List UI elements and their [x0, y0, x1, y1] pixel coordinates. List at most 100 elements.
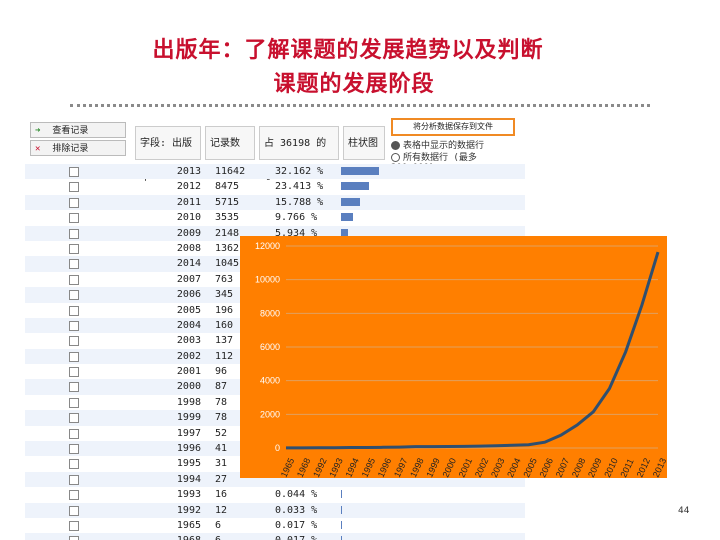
row-year: 2003 [176, 335, 201, 347]
radio-table-label: 表格中显示的数据行 [403, 141, 485, 151]
row-checkbox[interactable] [69, 367, 79, 378]
row-count: 160 [215, 319, 234, 331]
row-bar [341, 167, 380, 175]
radio-table-rows[interactable]: 表格中显示的数据行 [391, 138, 484, 151]
row-checkbox[interactable] [69, 397, 79, 408]
title-divider [70, 104, 650, 107]
row-year: 2000 [176, 381, 201, 393]
table-row: 1992 12 0.033 % [25, 502, 525, 518]
series-line [286, 251, 660, 450]
row-count: 763 [215, 273, 234, 285]
row-checkbox[interactable] [69, 382, 79, 393]
row-year: 1995 [176, 458, 201, 470]
table-row: 2013 11642 32.162 % [25, 164, 525, 180]
row-count: 16 [215, 489, 228, 501]
row-checkbox[interactable] [69, 520, 79, 531]
row-bar [341, 182, 369, 191]
row-year: 1992 [176, 504, 201, 516]
row-checkbox[interactable] [69, 413, 79, 424]
y-tick-label: 4000 [260, 376, 280, 386]
close-icon: ✕ [35, 144, 41, 154]
row-checkbox[interactable] [69, 243, 79, 254]
count-column-header[interactable]: 记录数 [205, 126, 255, 160]
table-row: 2005 196 [25, 303, 525, 318]
radio-unselected-icon [391, 153, 400, 162]
slide-title-line2: 课题的发展阶段 [273, 72, 435, 97]
view-records-label: 查看记录 [52, 126, 89, 136]
x-tick-label: 2002 [473, 456, 491, 478]
row-checkbox[interactable] [69, 213, 79, 224]
table-row: 1998 78 [25, 395, 525, 410]
row-count: 1045 [215, 258, 240, 270]
row-checkbox[interactable] [69, 290, 79, 301]
row-year: 2008 [176, 242, 201, 254]
row-count: 8475 [215, 181, 240, 193]
row-count: 2148 [215, 227, 240, 239]
view-records-button[interactable]: ➜ 查看记录 [30, 122, 126, 138]
row-count: 27 [215, 473, 228, 485]
x-tick-label: 2001 [457, 456, 475, 478]
row-checkbox[interactable] [69, 474, 79, 485]
row-year: 1998 [176, 396, 201, 408]
x-tick-label: 2006 [538, 456, 556, 478]
row-count: 12 [215, 504, 228, 516]
x-tick-label: 2005 [521, 456, 539, 478]
row-checkbox[interactable] [69, 505, 79, 516]
x-tick-label: 1999 [424, 456, 442, 478]
table-row: 2012 8475 23.413 % [25, 179, 525, 194]
percent-column-header[interactable]: 占 36198 的 % [259, 126, 339, 183]
row-checkbox[interactable] [69, 197, 79, 208]
row-count: 112 [215, 350, 234, 362]
row-checkbox[interactable] [69, 228, 79, 239]
row-percent: 0.033 % [275, 504, 318, 516]
table-row: 1995 31 [25, 456, 525, 471]
row-checkbox[interactable] [69, 536, 79, 540]
row-checkbox[interactable] [69, 305, 79, 316]
table-row: 2003 137 [25, 333, 525, 348]
row-checkbox[interactable] [69, 490, 79, 501]
arrow-right-icon: ➜ [35, 126, 41, 136]
row-count: 1362 [215, 242, 240, 254]
row-checkbox[interactable] [69, 428, 79, 439]
x-tick-label: 1995 [360, 456, 378, 478]
row-percent: 23.413 % [275, 181, 324, 193]
row-bar [341, 228, 349, 237]
exclude-records-label: 排除记录 [52, 144, 89, 154]
x-tick-label: 1998 [408, 456, 426, 478]
chart-column-header: 柱状图 [343, 126, 385, 160]
row-count: 96 [215, 366, 228, 378]
row-checkbox[interactable] [69, 167, 79, 177]
table-row: 2008 1362 [25, 241, 525, 256]
x-tick-label: 1965 [279, 456, 297, 478]
row-checkbox[interactable] [69, 320, 79, 331]
row-checkbox[interactable] [69, 459, 79, 470]
row-year: 2011 [176, 196, 201, 208]
row-bar [341, 536, 342, 540]
field-column-header[interactable]: 字段: 出版年 [135, 126, 201, 183]
slide-title-line1: 出版年：了解课题的发展趋势以及判断 [152, 38, 544, 63]
row-bar [341, 213, 353, 222]
save-analysis-button[interactable]: 将分析数据保存到文件 [391, 118, 515, 136]
x-tick-label: 2010 [602, 456, 620, 478]
row-year: 2001 [176, 366, 201, 378]
row-year: 2006 [176, 289, 201, 301]
row-bar [341, 197, 361, 206]
row-count: 3535 [215, 212, 240, 224]
table-row: 2010 3535 9.766 % [25, 210, 525, 225]
y-tick-label: 12000 [255, 241, 280, 251]
row-count: 196 [215, 304, 234, 316]
chart-header-label: 柱状图 [348, 138, 378, 149]
row-checkbox[interactable] [69, 351, 79, 362]
row-count: 78 [215, 396, 228, 408]
x-tick-label: 2003 [489, 456, 507, 478]
row-bar [341, 520, 342, 529]
row-checkbox[interactable] [69, 274, 79, 285]
row-year: 2004 [176, 319, 201, 331]
row-checkbox[interactable] [69, 182, 79, 193]
row-checkbox[interactable] [69, 336, 79, 347]
exclude-records-button[interactable]: ✕ 排除记录 [30, 140, 126, 156]
row-year: 2007 [176, 273, 201, 285]
row-checkbox[interactable] [69, 444, 79, 455]
x-tick-label: 2008 [570, 456, 588, 478]
row-checkbox[interactable] [69, 259, 79, 270]
